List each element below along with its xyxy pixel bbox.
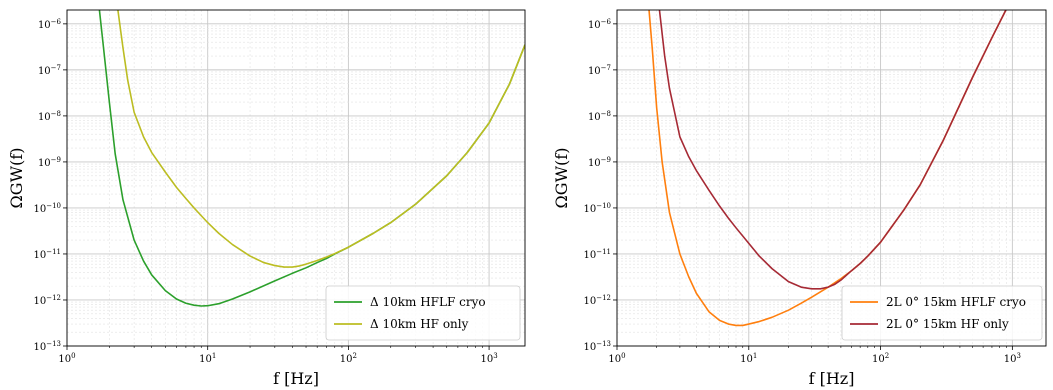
y-tick-label: 10−9	[588, 156, 611, 169]
y-tick-label: 10−10	[33, 202, 61, 215]
y-tick-label: 10−11	[33, 248, 61, 261]
y-tick-label: 10−12	[33, 294, 61, 307]
legend-label-1: 2L 0° 15km HFLF cryo	[886, 295, 1026, 309]
y-tick-label: 10−6	[588, 18, 612, 31]
x-tick-label: 102	[340, 352, 357, 365]
y-tick-label: 10−6	[38, 18, 62, 31]
series-line-2	[658, 10, 1007, 290]
y-tick-label: 10−8	[588, 110, 611, 123]
legend: Δ 10km HFLF cryo Δ 10km HF only	[325, 285, 521, 341]
y-tick-label: 10−12	[583, 294, 611, 307]
series-line-2	[117, 10, 525, 268]
right-panel: 100 101 102 103 10−13 10−12 10−11 10−10 10−9 10−8…	[552, 9, 1047, 388]
legend-box	[841, 285, 1043, 341]
y-tick-label: 10−7	[38, 64, 61, 77]
legend-label-2: Δ 10km HF only	[370, 317, 469, 331]
x-axis-label: f [Hz]	[809, 369, 855, 388]
series-group	[648, 10, 1007, 327]
x-tick-label: 103	[480, 352, 497, 365]
x-tick-label: 103	[1004, 352, 1021, 365]
legend-label-1: Δ 10km HFLF cryo	[370, 295, 486, 309]
axes-frame	[66, 9, 526, 347]
legend-box	[325, 285, 521, 341]
y-axis-label: ΩGW(f)	[7, 148, 26, 209]
y-tick-label: 10−7	[588, 64, 611, 77]
x-tick-label: 102	[872, 352, 889, 365]
legend: 2L 0° 15km HFLF cryo 2L 0° 15km HF only	[841, 285, 1043, 341]
x-axis-label: f [Hz]	[273, 369, 319, 388]
x-tick-label: 101	[740, 352, 757, 365]
y-tick-label: 10−9	[38, 156, 61, 169]
x-tick-label: 100	[58, 352, 75, 365]
x-tick-label: 101	[199, 352, 216, 365]
series-line-1	[648, 10, 1007, 327]
y-tick-label: 10−13	[583, 340, 611, 353]
series-group	[98, 10, 525, 307]
axes-frame	[616, 9, 1047, 347]
y-axis-label: ΩGW(f)	[552, 148, 571, 209]
left-panel: 100 101 102 103 10−13 10−12 10−11 10−10 10−9 10−8…	[7, 9, 526, 388]
y-tick-label: 10−8	[38, 110, 61, 123]
y-tick-label: 10−13	[33, 340, 61, 353]
x-tick-label: 100	[608, 352, 625, 365]
legend-label-2: 2L 0° 15km HF only	[886, 317, 1009, 331]
y-tick-label: 10−10	[583, 202, 611, 215]
y-tick-label: 10−11	[583, 248, 611, 261]
